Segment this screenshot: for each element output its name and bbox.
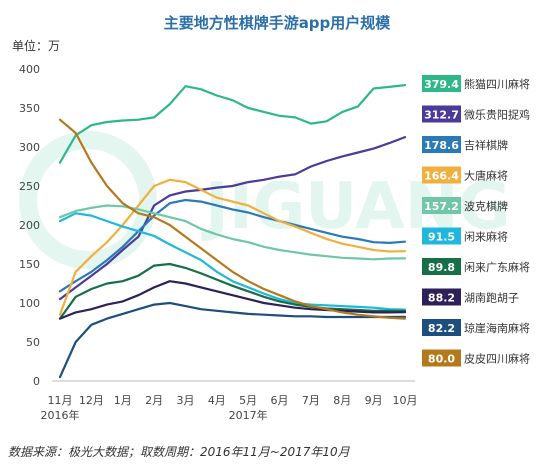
legend-entry: 89.8 闲来广东麻将 xyxy=(422,258,530,275)
legend-value: 89.8 xyxy=(428,261,455,274)
legend-entry: 178.6 吉祥棋牌 xyxy=(422,136,508,153)
x-tick-label: 5月 xyxy=(239,394,257,407)
legend-value: 91.5 xyxy=(428,231,455,244)
legend-entry: 82.2 琼崖海南麻将 xyxy=(422,319,530,336)
x-tick-label: 3月 xyxy=(176,394,194,407)
series-lines xyxy=(58,83,407,379)
legend-series-name: 微乐贵阳捉鸡 xyxy=(464,108,530,122)
y-tick-label: 0 xyxy=(33,375,40,388)
series-line xyxy=(58,83,407,164)
legend-entry: 88.2 湖南跑胡子 xyxy=(422,288,519,306)
legend: 379.4 熊猫四川麻将 312.7 微乐贵阳捉鸡 178.6 吉祥棋牌 166.4 大唐麻将… xyxy=(422,75,530,367)
x-tick-label: 11月 xyxy=(48,394,73,407)
y-tick-label: 350 xyxy=(19,102,40,115)
y-tick-label: 250 xyxy=(19,180,40,193)
legend-value-box xyxy=(422,136,461,153)
x-tick-label: 2月 xyxy=(145,394,163,407)
legend-value-box xyxy=(422,75,461,92)
legend-value-box xyxy=(422,105,461,123)
y-tick-label: 100 xyxy=(19,297,40,310)
legend-series-name: 湖南跑胡子 xyxy=(464,291,519,305)
series-line xyxy=(58,280,407,320)
series-line xyxy=(58,198,407,293)
x-year-label: 2016年 xyxy=(41,408,80,422)
legend-value: 82.2 xyxy=(428,322,455,335)
y-axis-ticks: 0 50 100 150 200 250 300 350 400 xyxy=(19,63,40,388)
y-tick-label: 200 xyxy=(19,219,40,232)
legend-entry: 379.4 熊猫四川麻将 xyxy=(422,75,530,92)
legend-series-name: 大唐麻将 xyxy=(464,169,508,183)
series-line xyxy=(58,301,407,379)
x-axis-ticks: 11月 12月 1月 2月 3月 4月 5月 6月 7月 8月 9月 10月 xyxy=(48,394,418,407)
x-tick-label: 10月 xyxy=(393,394,418,407)
x-tick-label: 1月 xyxy=(114,394,132,407)
series-line xyxy=(58,136,407,301)
x-tick-label: 7月 xyxy=(302,394,320,407)
series-line xyxy=(58,212,407,311)
y-tick-label: 50 xyxy=(26,336,40,349)
legend-entry: 312.7 微乐贵阳捉鸡 xyxy=(422,105,530,123)
legend-value-box xyxy=(422,197,461,214)
x-axis-year-labels: 2016年 2017年 xyxy=(41,408,268,422)
legend-value-box xyxy=(422,349,461,367)
source-note: 数据来源：极光大数据；取数周期：2016年11月~2017年10月 xyxy=(8,445,351,459)
legend-value: 157.2 xyxy=(424,200,459,213)
x-tick-label: 6月 xyxy=(271,394,289,407)
series-line xyxy=(58,204,407,261)
x-year-label: 2017年 xyxy=(229,408,268,422)
series-line xyxy=(58,118,407,320)
legend-series-name: 闲来麻将 xyxy=(464,230,508,244)
legend-value-box xyxy=(422,258,461,275)
unit-label: 单位：万 xyxy=(12,38,60,53)
legend-value: 80.0 xyxy=(428,353,455,366)
legend-value: 178.6 xyxy=(424,139,459,152)
x-tick-label: 9月 xyxy=(365,394,383,407)
x-tick-label: 4月 xyxy=(208,394,226,407)
legend-value-box xyxy=(422,319,461,336)
chart-title: 主要地方性棋牌手游app用户规模 xyxy=(164,14,392,32)
legend-value: 166.4 xyxy=(424,170,459,183)
legend-series-name: 皮皮四川麻将 xyxy=(464,352,530,366)
legend-series-name: 琼崖海南麻将 xyxy=(464,321,530,335)
legend-entry: 91.5 闲来麻将 xyxy=(422,227,508,245)
legend-value-box xyxy=(422,227,461,245)
x-tick-label: 8月 xyxy=(333,394,351,407)
y-tick-label: 400 xyxy=(19,63,40,76)
legend-series-name: 吉祥棋牌 xyxy=(464,138,508,152)
x-tick-label: 12月 xyxy=(79,394,104,407)
series-line xyxy=(58,178,407,316)
legend-entry: 80.0 皮皮四川麻将 xyxy=(422,349,530,367)
legend-series-name: 闲来广东麻将 xyxy=(464,260,530,274)
y-tick-label: 300 xyxy=(19,141,40,154)
legend-value: 312.7 xyxy=(424,109,459,122)
y-tick-label: 150 xyxy=(19,258,40,271)
series-line xyxy=(58,262,407,320)
legend-value: 88.2 xyxy=(428,292,455,305)
legend-series-name: 波克棋牌 xyxy=(464,199,508,213)
legend-entry: 157.2 波克棋牌 xyxy=(422,197,508,214)
legend-value-box xyxy=(422,288,461,306)
legend-value: 379.4 xyxy=(424,78,459,91)
legend-series-name: 熊猫四川麻将 xyxy=(464,77,530,91)
legend-value-box xyxy=(422,166,461,184)
legend-entry: 166.4 大唐麻将 xyxy=(422,166,508,184)
